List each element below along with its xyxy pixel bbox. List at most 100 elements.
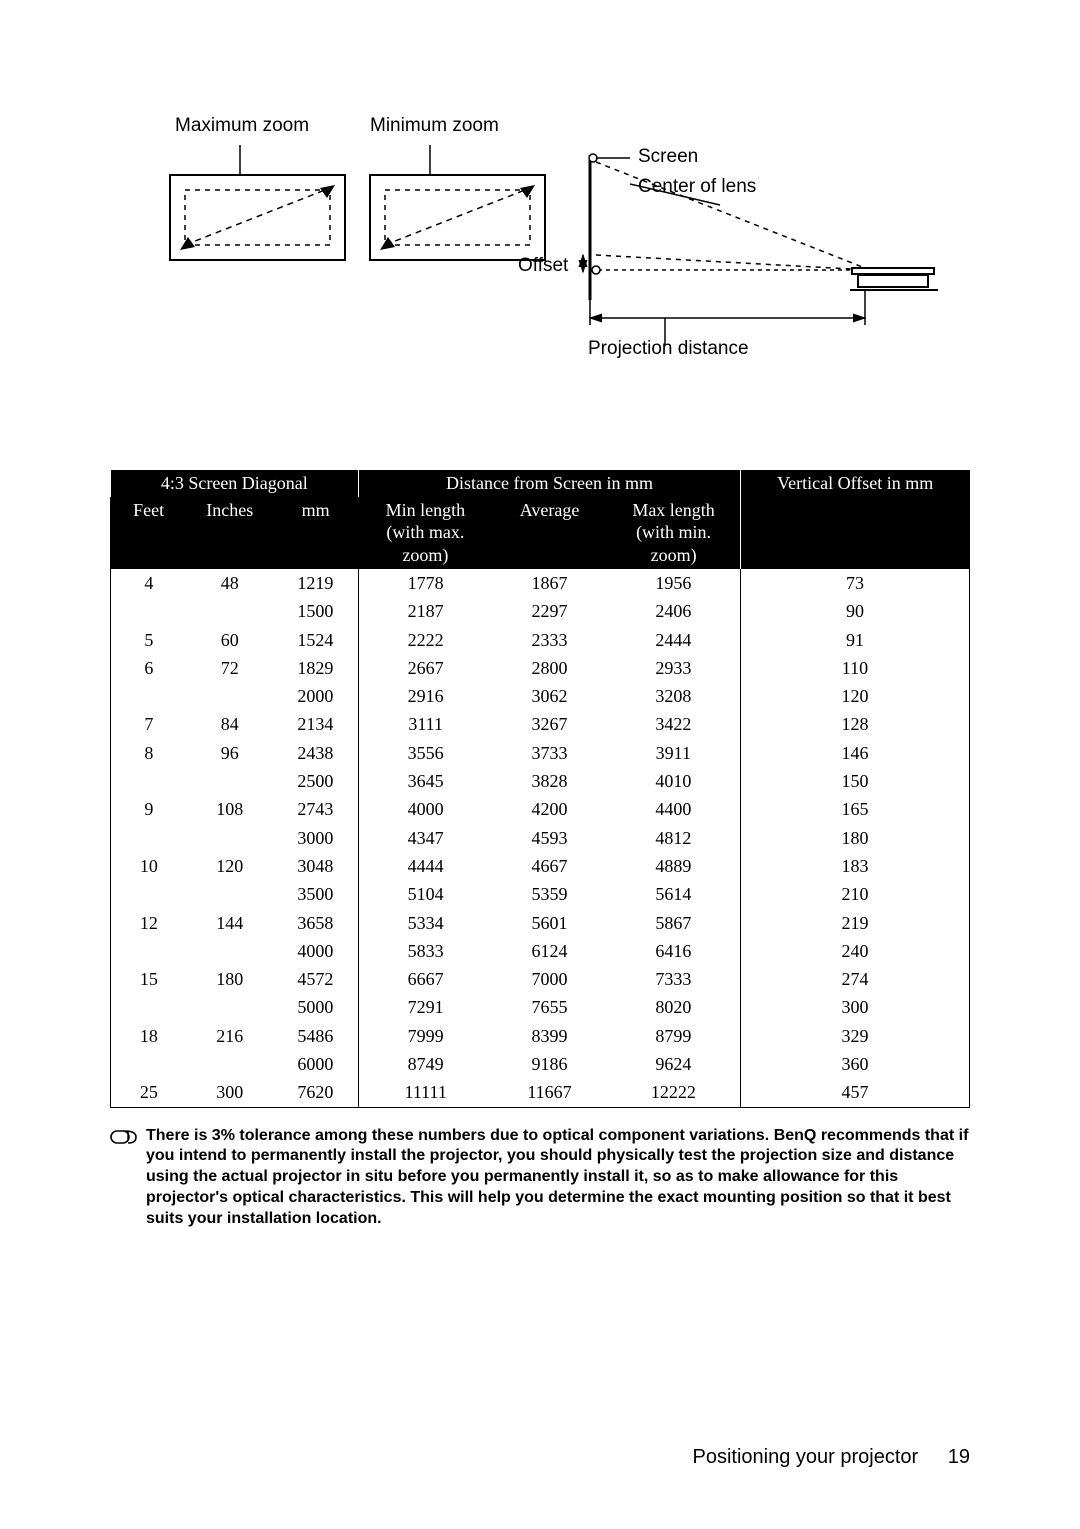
label-offset: Offset <box>518 255 568 277</box>
cell-max: 12222 <box>607 1078 741 1107</box>
th-min: Min length (with max. zoom) <box>359 497 493 569</box>
cell-feet: 5 <box>111 626 187 654</box>
cell-max: 7333 <box>607 965 741 993</box>
cell-avg: 2800 <box>492 654 607 682</box>
cell-min: 4347 <box>359 824 493 852</box>
th-group-voffset: Vertical Offset in mm <box>740 470 969 569</box>
cell-feet: 15 <box>111 965 187 993</box>
cell-inches <box>187 937 273 965</box>
note-text: There is 3% tolerance among these number… <box>146 1126 970 1230</box>
cell-avg: 1867 <box>492 569 607 598</box>
cell-max: 1956 <box>607 569 741 598</box>
table-row: 91082743400042004400165 <box>111 795 970 823</box>
table-row: 2000291630623208120 <box>111 682 970 710</box>
cell-inches: 84 <box>187 710 273 738</box>
cell-mm: 4000 <box>273 937 359 965</box>
cell-mm: 6000 <box>273 1050 359 1078</box>
cell-feet: 12 <box>111 909 187 937</box>
table-row: 4000583361246416240 <box>111 937 970 965</box>
cell-min: 6667 <box>359 965 493 993</box>
cell-inches: 108 <box>187 795 273 823</box>
cell-feet: 6 <box>111 654 187 682</box>
cell-min: 8749 <box>359 1050 493 1078</box>
table-row: 3500510453595614210 <box>111 880 970 908</box>
cell-feet: 10 <box>111 852 187 880</box>
cell-avg: 4593 <box>492 824 607 852</box>
cell-feet <box>111 880 187 908</box>
cell-mm: 1219 <box>273 569 359 598</box>
cell-inches: 300 <box>187 1078 273 1107</box>
cell-mm: 3658 <box>273 909 359 937</box>
cell-off: 90 <box>740 597 969 625</box>
th-group-diagonal: 4:3 Screen Diagonal <box>111 470 359 497</box>
cell-inches <box>187 1050 273 1078</box>
cell-mm: 4572 <box>273 965 359 993</box>
table-row: 182165486799983998799329 <box>111 1022 970 1050</box>
cell-mm: 5000 <box>273 993 359 1021</box>
cell-feet <box>111 937 187 965</box>
cell-off: 274 <box>740 965 969 993</box>
cell-avg: 3733 <box>492 739 607 767</box>
label-center-lens: Center of lens <box>638 176 756 198</box>
cell-off: 329 <box>740 1022 969 1050</box>
cell-avg: 7655 <box>492 993 607 1021</box>
cell-min: 3111 <box>359 710 493 738</box>
cell-avg: 8399 <box>492 1022 607 1050</box>
label-screen: Screen <box>638 146 698 168</box>
cell-max: 4812 <box>607 824 741 852</box>
cell-min: 2222 <box>359 626 493 654</box>
cell-min: 1778 <box>359 569 493 598</box>
cell-avg: 7000 <box>492 965 607 993</box>
table-row: 448121917781867195673 <box>111 569 970 598</box>
cell-mm: 2134 <box>273 710 359 738</box>
cell-feet <box>111 682 187 710</box>
cell-max: 9624 <box>607 1050 741 1078</box>
cell-feet <box>111 597 187 625</box>
table-body: 4481219177818671956731500218722972406905… <box>111 569 970 1108</box>
cell-min: 5833 <box>359 937 493 965</box>
cell-off: 219 <box>740 909 969 937</box>
cell-max: 8799 <box>607 1022 741 1050</box>
table-row: 3000434745934812180 <box>111 824 970 852</box>
cell-inches <box>187 880 273 908</box>
cell-mm: 7620 <box>273 1078 359 1107</box>
cell-avg: 3062 <box>492 682 607 710</box>
th-mm: mm <box>273 497 359 569</box>
cell-feet: 8 <box>111 739 187 767</box>
cell-max: 2444 <box>607 626 741 654</box>
cell-inches: 60 <box>187 626 273 654</box>
cell-mm: 2500 <box>273 767 359 795</box>
cell-feet: 4 <box>111 569 187 598</box>
th-feet: Feet <box>111 497 187 569</box>
cell-max: 4400 <box>607 795 741 823</box>
table-row: 253007620111111166712222457 <box>111 1078 970 1107</box>
table-row: 6000874991869624360 <box>111 1050 970 1078</box>
cell-avg: 2297 <box>492 597 607 625</box>
cell-feet <box>111 1050 187 1078</box>
cell-off: 128 <box>740 710 969 738</box>
cell-min: 5104 <box>359 880 493 908</box>
th-avg: Average <box>492 497 607 569</box>
cell-off: 457 <box>740 1078 969 1107</box>
cell-max: 2933 <box>607 654 741 682</box>
label-proj-dist: Projection distance <box>588 338 749 360</box>
cell-inches: 180 <box>187 965 273 993</box>
cell-avg: 4667 <box>492 852 607 880</box>
label-min-zoom: Minimum zoom <box>370 115 499 137</box>
table-row: 101203048444446674889183 <box>111 852 970 880</box>
footer-page-number: 19 <box>948 1446 970 1468</box>
cell-avg: 4200 <box>492 795 607 823</box>
cell-avg: 11667 <box>492 1078 607 1107</box>
table-row: 150021872297240690 <box>111 597 970 625</box>
table-row: 121443658533456015867219 <box>111 909 970 937</box>
th-max: Max length (with min. zoom) <box>607 497 741 569</box>
th-group-distance: Distance from Screen in mm <box>359 470 741 497</box>
cell-avg: 2333 <box>492 626 607 654</box>
cell-max: 5614 <box>607 880 741 908</box>
cell-feet <box>111 993 187 1021</box>
table-row: 8962438355637333911146 <box>111 739 970 767</box>
cell-inches: 216 <box>187 1022 273 1050</box>
cell-off: 146 <box>740 739 969 767</box>
cell-min: 5334 <box>359 909 493 937</box>
cell-off: 120 <box>740 682 969 710</box>
